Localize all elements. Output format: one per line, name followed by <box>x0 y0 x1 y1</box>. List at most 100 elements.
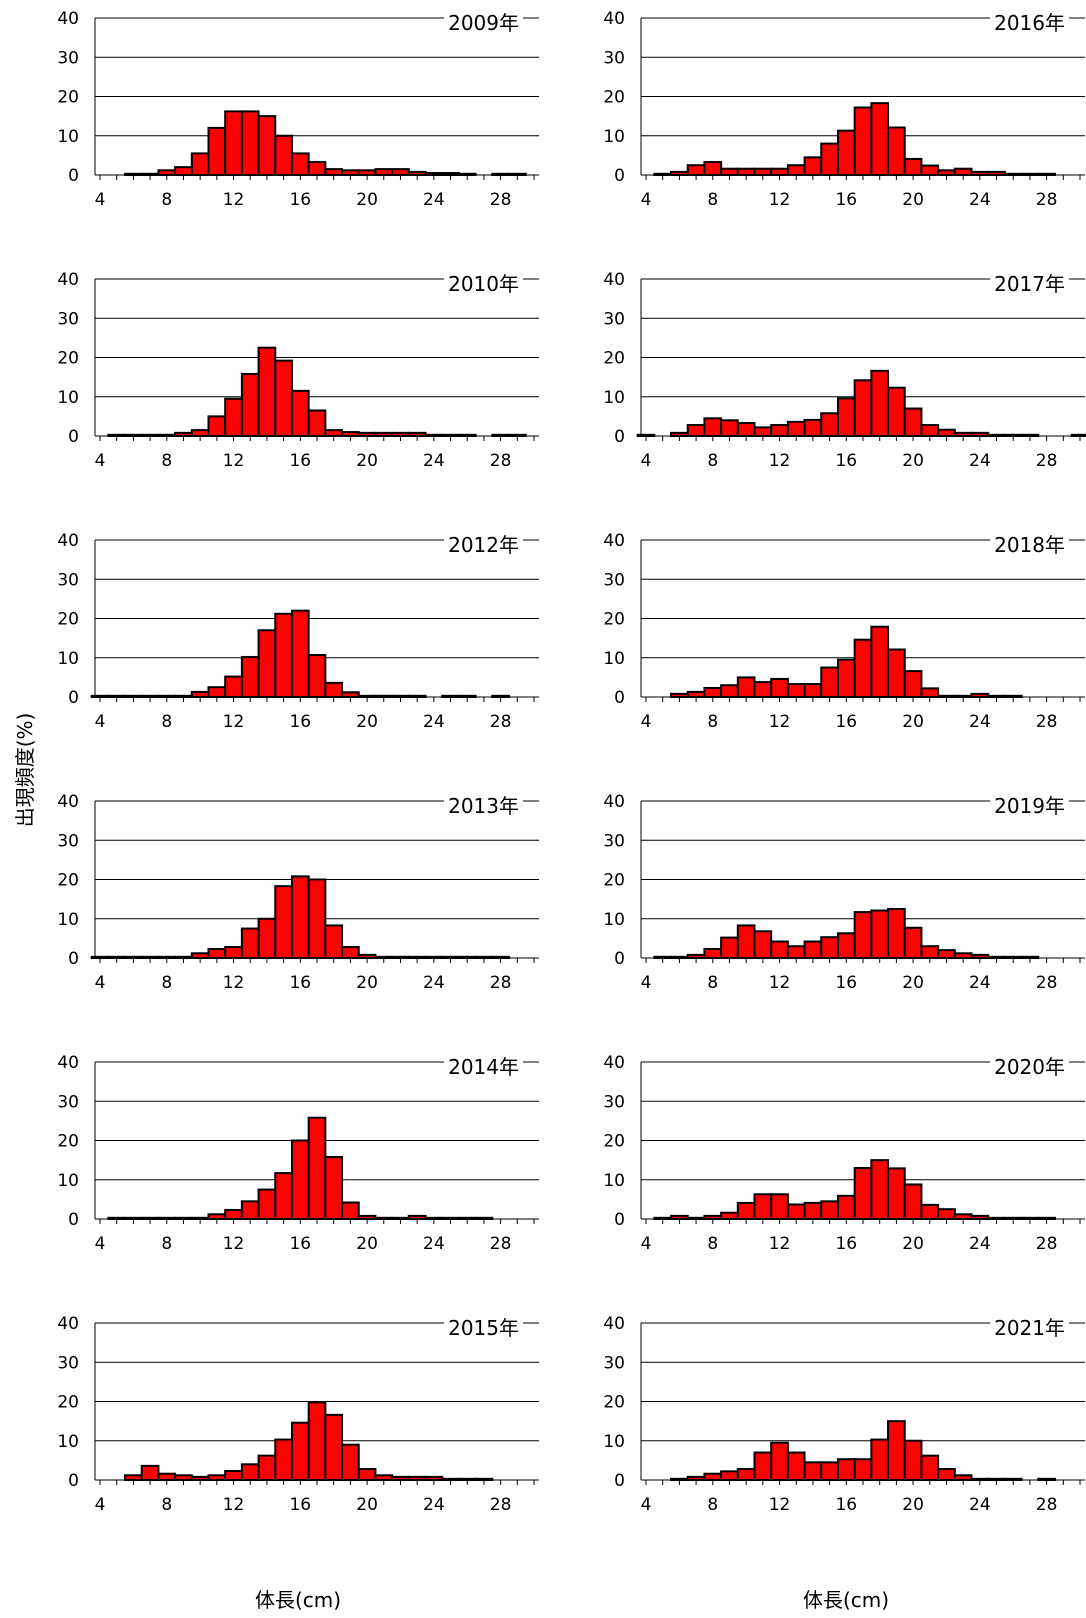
bar <box>786 945 806 959</box>
x-tick-label: 12 <box>769 451 791 471</box>
bar <box>820 666 839 698</box>
y-tick-label: 20 <box>603 1393 625 1413</box>
bar <box>937 428 956 438</box>
bar <box>157 169 177 176</box>
bar <box>307 409 327 437</box>
x-tick-label: 20 <box>356 1234 378 1254</box>
bar <box>736 1468 756 1482</box>
bar <box>407 694 427 699</box>
bar <box>207 947 227 959</box>
bar <box>670 170 689 177</box>
bar <box>357 1214 377 1220</box>
y-tick-label: 0 <box>68 949 79 969</box>
bar <box>736 676 756 698</box>
bar <box>1003 1216 1023 1221</box>
y-tick-label: 20 <box>57 1132 79 1152</box>
y-tick-label: 0 <box>614 1210 625 1230</box>
chart-panel-5: 0 10 20 30 40 4 8 12 16 20 24 28 2015年 <box>57 1314 539 1515</box>
bar <box>753 681 773 699</box>
bar <box>224 110 243 176</box>
bar <box>820 1200 839 1221</box>
x-tick-label: 16 <box>835 973 857 993</box>
bar <box>140 1216 160 1221</box>
y-tick-label: 20 <box>603 1132 625 1152</box>
bar <box>686 1475 706 1481</box>
bar <box>686 690 706 699</box>
x-tick-label: 28 <box>1036 190 1058 210</box>
panel-title: 2014年 <box>448 1055 519 1079</box>
y-tick-label: 10 <box>57 910 79 930</box>
bar <box>786 683 806 698</box>
bar <box>391 1475 410 1481</box>
bar <box>424 433 444 438</box>
y-tick-label: 40 <box>57 531 79 551</box>
y-tick-label: 0 <box>68 1471 79 1491</box>
bar <box>407 170 427 177</box>
panel-title-background <box>990 11 1069 35</box>
x-tick-label: 4 <box>95 1495 106 1515</box>
bar <box>474 955 494 960</box>
x-tick-label: 28 <box>1036 973 1058 993</box>
bar <box>903 926 923 960</box>
bar <box>853 638 873 699</box>
bar <box>124 955 143 960</box>
bar <box>274 1172 293 1221</box>
panel-title: 2013年 <box>448 794 519 818</box>
x-tick-label: 16 <box>289 712 311 732</box>
bar <box>257 1454 277 1482</box>
bar <box>987 170 1006 177</box>
x-tick-label: 16 <box>835 1234 857 1254</box>
bar <box>240 372 260 437</box>
x-tick-label: 4 <box>641 973 652 993</box>
x-tick-label: 24 <box>423 1234 445 1254</box>
bar <box>207 415 227 437</box>
bar <box>441 1216 460 1221</box>
panel-title: 2021年 <box>994 1316 1065 1340</box>
bar <box>920 687 940 698</box>
bar <box>441 172 460 177</box>
x-tick-label: 12 <box>769 712 791 732</box>
bar <box>324 681 344 698</box>
x-tick-label: 24 <box>969 451 991 471</box>
bar <box>987 955 1006 960</box>
bar <box>341 1443 360 1482</box>
x-tick-label: 8 <box>161 190 172 210</box>
y-tick-label: 20 <box>603 349 625 369</box>
bar <box>970 1214 990 1220</box>
bar <box>903 407 923 437</box>
bar <box>720 419 739 437</box>
bar <box>1020 172 1040 176</box>
bar <box>307 1116 327 1220</box>
y-tick-label: 0 <box>614 688 625 708</box>
bar <box>703 161 723 177</box>
chart-panel-7: 0 10 20 30 40 4 8 12 16 20 24 28 2017年 <box>603 270 1086 471</box>
y-tick-label: 10 <box>57 649 79 669</box>
bar <box>953 431 973 437</box>
bar <box>720 936 739 960</box>
bar <box>90 955 110 960</box>
x-tick-label: 24 <box>969 973 991 993</box>
bar <box>224 397 243 437</box>
bar <box>290 1421 310 1481</box>
x-tick-label: 28 <box>1036 1234 1058 1254</box>
bar <box>937 1468 956 1482</box>
bar <box>1003 694 1023 699</box>
bar <box>324 924 344 959</box>
bar <box>670 431 689 437</box>
bar <box>820 936 839 960</box>
bar <box>307 161 327 177</box>
x-tick-label: 16 <box>835 712 857 732</box>
bar <box>107 955 127 960</box>
panel-title: 2020年 <box>994 1055 1065 1079</box>
bar <box>1003 955 1023 960</box>
bar <box>920 164 940 177</box>
bar <box>953 167 973 177</box>
x-tick-label: 28 <box>490 451 512 471</box>
x-tick-label: 12 <box>769 1495 791 1515</box>
bar <box>720 1470 739 1481</box>
bar <box>140 955 160 960</box>
x-tick-label: 28 <box>490 190 512 210</box>
bar <box>341 946 360 960</box>
x-tick-label: 8 <box>161 451 172 471</box>
